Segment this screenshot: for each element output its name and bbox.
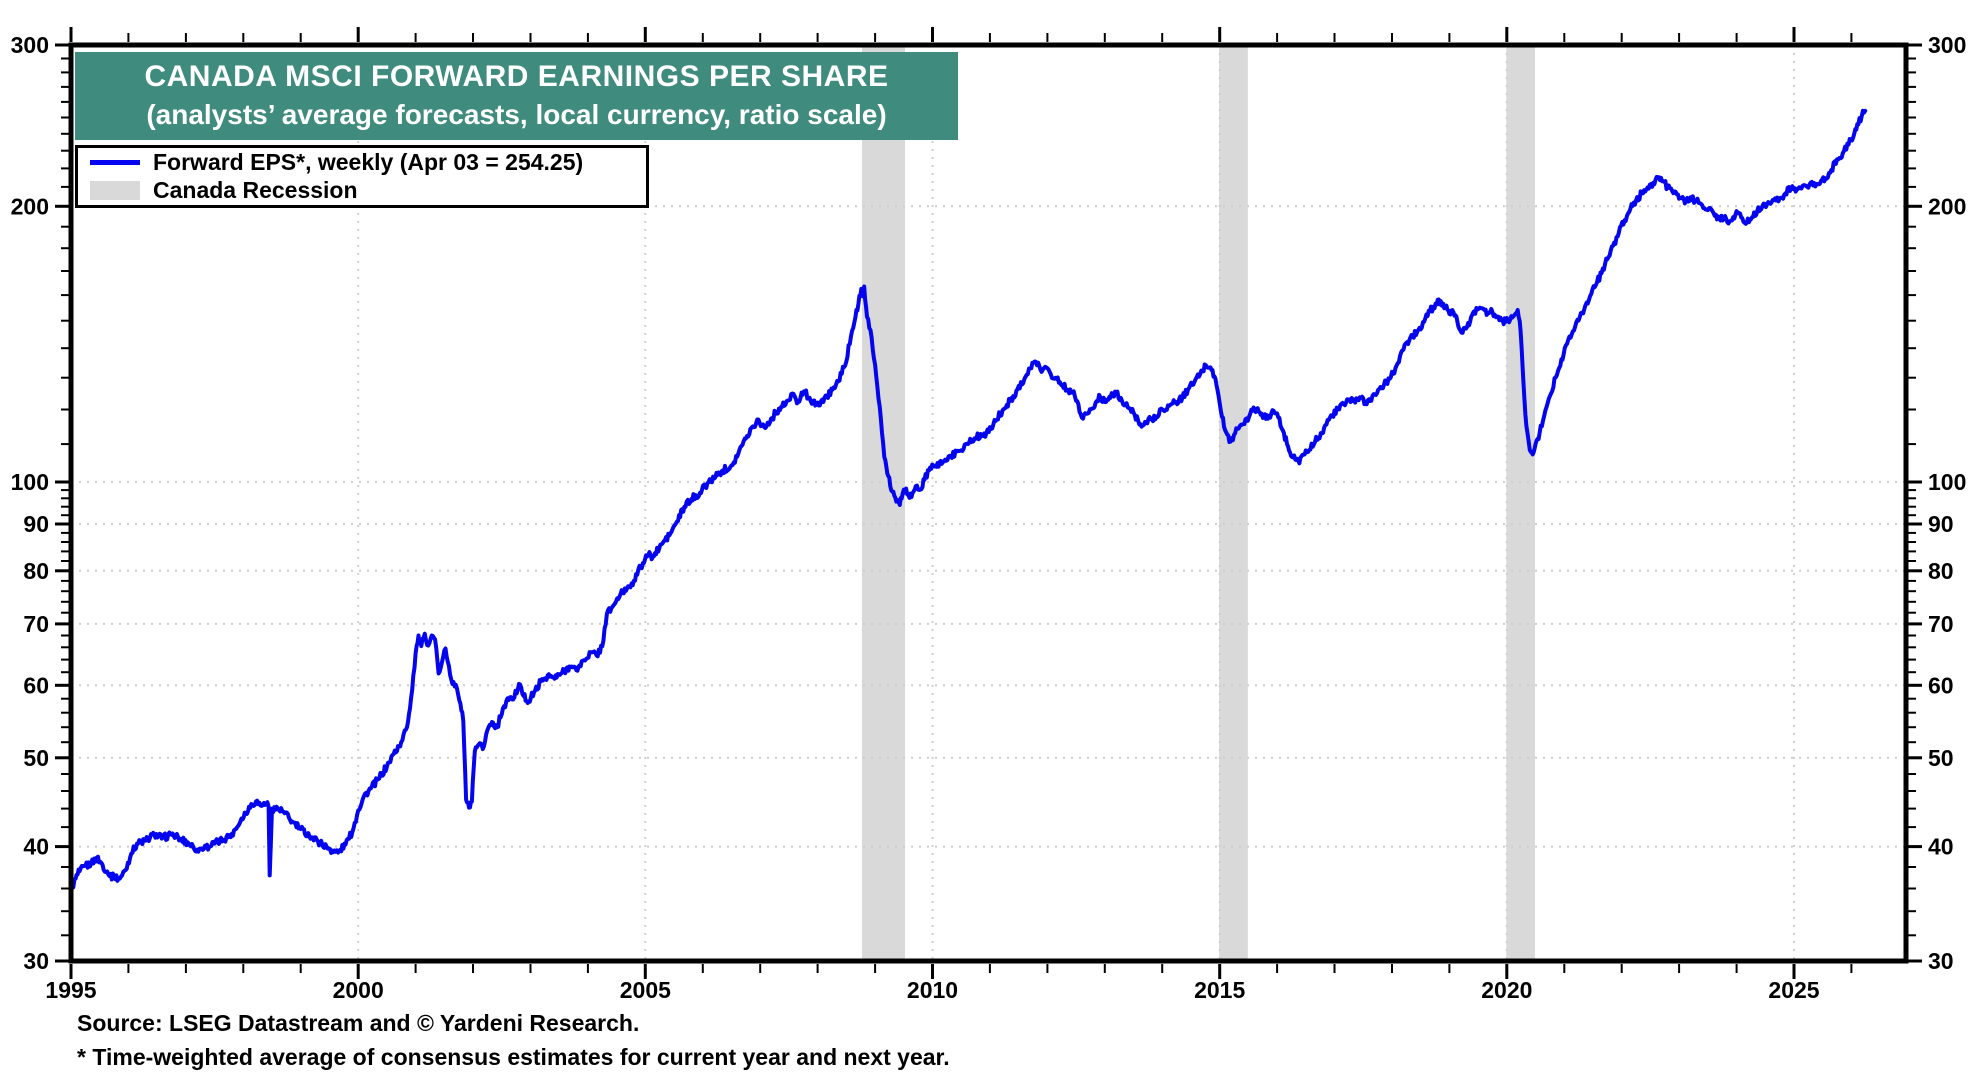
x-axis-label: 2000	[333, 977, 384, 1003]
eps-line-swatch	[90, 160, 140, 165]
source-note: Source: LSEG Datastream and © Yardeni Re…	[77, 1010, 640, 1036]
x-axis-label: 2020	[1481, 977, 1532, 1003]
x-axis-label: 2005	[620, 977, 671, 1003]
legend-row-recession: Canada Recession	[78, 177, 646, 205]
y-axis-label-right: 30	[1928, 948, 1954, 974]
y-axis-label-left: 40	[23, 834, 49, 860]
recession-band	[1219, 45, 1248, 961]
y-axis-label-right: 200	[1928, 193, 1966, 219]
y-axis-label-left: 200	[11, 193, 49, 219]
forward-eps-line	[69, 108, 1868, 893]
legend: Forward EPS*, weekly (Apr 03 = 254.25) C…	[75, 145, 649, 208]
y-axis-label-right: 80	[1928, 558, 1954, 584]
plot-border	[68, 42, 1909, 964]
y-axis-label-left: 70	[23, 611, 49, 637]
recession-band	[1506, 45, 1535, 961]
x-axis-label: 2025	[1768, 977, 1819, 1003]
chart-title-box: CANADA MSCI FORWARD EARNINGS PER SHARE (…	[75, 52, 958, 140]
y-axis-label-left: 90	[23, 511, 49, 537]
y-axis-label-left: 60	[23, 672, 49, 698]
chart-subtitle: (analysts’ average forecasts, local curr…	[146, 99, 887, 131]
y-axis-label-left: 30	[23, 948, 49, 974]
y-axis-label-right: 100	[1928, 469, 1966, 495]
legend-row-eps: Forward EPS*, weekly (Apr 03 = 254.25)	[78, 149, 646, 177]
recession-band-swatch	[90, 181, 140, 200]
y-axis-label-right: 50	[1928, 745, 1954, 771]
y-axis-label-right: 90	[1928, 511, 1954, 537]
y-axis-label-left: 300	[11, 32, 49, 58]
x-axis-label: 2010	[907, 977, 958, 1003]
x-axis-label: 2015	[1194, 977, 1245, 1003]
x-axis-label: 1995	[45, 977, 96, 1003]
recession-legend-label: Canada Recession	[153, 177, 358, 203]
y-axis-label-left: 100	[11, 469, 49, 495]
footnote: * Time-weighted average of consensus est…	[77, 1044, 950, 1070]
y-axis-label-right: 60	[1928, 672, 1954, 698]
y-axis-label-right: 40	[1928, 834, 1954, 860]
eps-legend-label: Forward EPS*, weekly (Apr 03 = 254.25)	[153, 149, 584, 175]
y-axis-label-right: 70	[1928, 611, 1954, 637]
y-axis-label-left: 50	[23, 745, 49, 771]
y-axis-label-right: 300	[1928, 32, 1966, 58]
y-axis-label-left: 80	[23, 558, 49, 584]
chart-title: CANADA MSCI FORWARD EARNINGS PER SHARE	[144, 59, 889, 93]
